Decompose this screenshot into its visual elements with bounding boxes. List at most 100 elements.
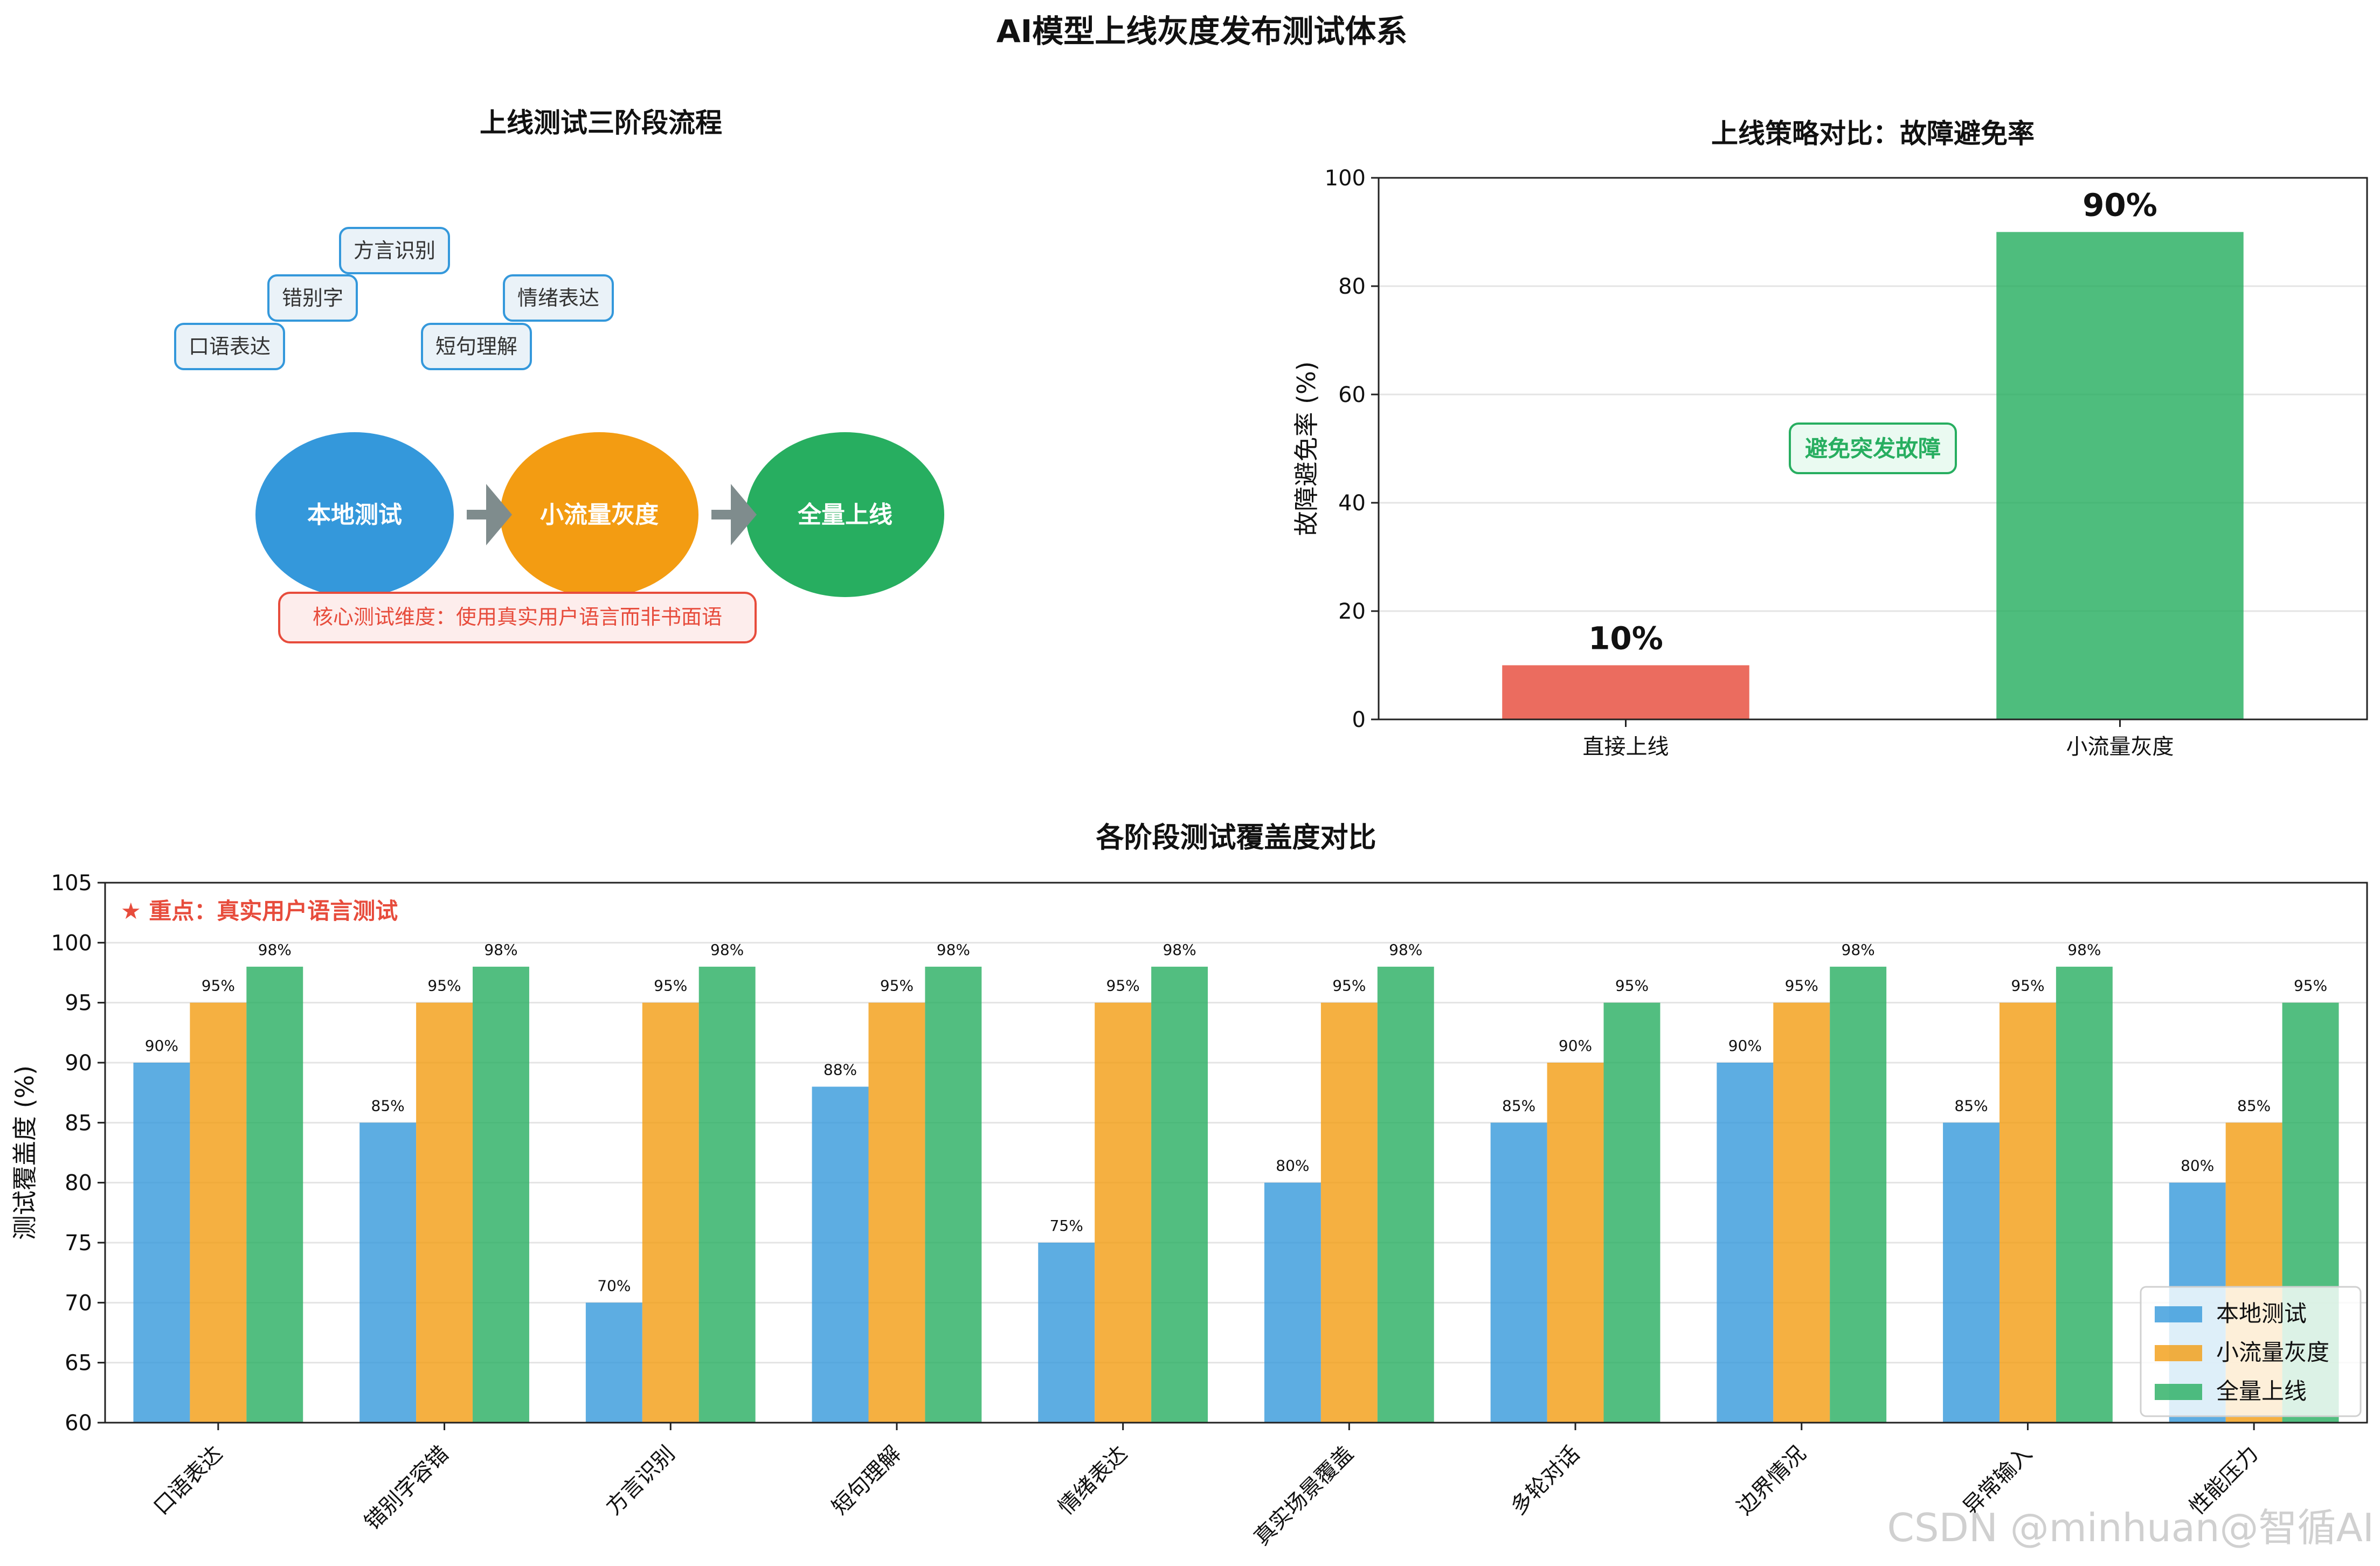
bar-value-label: 85% (1954, 1097, 1988, 1114)
bar (642, 1002, 699, 1423)
y-tick-label: 40 (1338, 491, 1366, 516)
language-tag-box (267, 274, 358, 322)
language-tag-box (421, 323, 532, 370)
bar (473, 966, 529, 1423)
bar-value-label: 95% (202, 977, 235, 995)
language-tag-label: 口语表达 (189, 335, 271, 358)
bar-value-label: 85% (1502, 1097, 1535, 1114)
legend-item: 本地测试 (2155, 1300, 2307, 1327)
x-tick-label: 多轮对话 (1506, 1442, 1585, 1520)
bar-value-label: 95% (1615, 977, 1649, 995)
highlight-annotation: ★ 重点：真实用户语言测试 (121, 898, 398, 924)
legend-swatch (2155, 1306, 2202, 1322)
stage-label: 小流量灰度 (540, 501, 659, 529)
bar (585, 1302, 642, 1423)
y-axis-label: 故障避免率 (%) (1292, 361, 1321, 536)
watermark: CSDN @minhuan@智循AI (1887, 1505, 2374, 1550)
annotation-box (1789, 422, 1957, 474)
bar (1151, 966, 1208, 1423)
flow-arrow-icon (711, 484, 757, 545)
flow-arrow-head (731, 484, 757, 545)
y-tick-label: 100 (1325, 166, 1366, 191)
flow-arrow-icon (467, 484, 512, 545)
x-tick-label: 真实场景覆盖 (1249, 1442, 1358, 1550)
bar-value-label: 95% (654, 977, 687, 995)
bar-value-label: 90% (145, 1037, 178, 1055)
y-tick-label: 100 (51, 931, 92, 955)
x-tick-label: 短句理解 (827, 1442, 906, 1520)
bar (925, 966, 982, 1423)
bar (246, 966, 303, 1423)
bar-value-label: 80% (2181, 1157, 2214, 1175)
stage-node: 全量上线 (746, 432, 944, 597)
plot-frame (104, 882, 2368, 1424)
bar (1547, 1063, 1604, 1423)
chart-title: 上线策略对比：故障避免率 (1711, 118, 2035, 149)
x-tick-label: 情绪表达 (1054, 1442, 1132, 1520)
bar-value-label: 75% (1050, 1217, 1083, 1235)
bar-value-label: 90% (2082, 187, 2157, 224)
language-tag-label: 方言识别 (354, 239, 435, 262)
legend-label: 全量上线 (2216, 1378, 2307, 1404)
legend-label: 小流量灰度 (2216, 1339, 2329, 1366)
language-tag-box (174, 323, 285, 370)
bar (1320, 1002, 1378, 1423)
bar-value-label: 88% (824, 1061, 857, 1079)
language-tag: 错别字 (267, 274, 358, 322)
bar (1603, 1002, 1661, 1423)
bar (1264, 1182, 1321, 1423)
bar-value-label: 95% (427, 977, 461, 995)
bar (1377, 966, 1434, 1423)
bar-value-label: 98% (1389, 941, 1422, 959)
y-tick-label: 60 (1338, 383, 1366, 407)
legend-swatch (2155, 1345, 2202, 1361)
legend-item: 全量上线 (2155, 1378, 2307, 1404)
bar (1038, 1243, 1095, 1423)
bar (190, 1002, 247, 1423)
bar (416, 1002, 473, 1423)
bar-value-label: 98% (484, 941, 517, 959)
bar (812, 1086, 869, 1423)
bar-value-label: 98% (710, 941, 744, 959)
bar-value-label: 95% (2294, 977, 2327, 995)
x-tick-label: 错别字容错 (360, 1442, 454, 1535)
x-tick-label: 小流量灰度 (2066, 735, 2174, 759)
language-tag-box (339, 227, 450, 274)
figure-title: AI模型上线灰度发布测试体系 (997, 13, 1407, 50)
bar-value-label: 80% (1276, 1157, 1309, 1175)
bar-value-label: 90% (1728, 1037, 1762, 1055)
language-tag-label: 短句理解 (435, 335, 517, 358)
bar-value-label: 90% (1559, 1037, 1592, 1055)
legend-item: 小流量灰度 (2155, 1339, 2329, 1366)
bar-value-label: 95% (1785, 977, 1818, 995)
flow-arrow-head (486, 484, 512, 545)
bar-value-label: 10% (1588, 620, 1663, 657)
bar-value-label: 98% (258, 941, 292, 959)
bar-value-label: 95% (2011, 977, 2044, 995)
bar-value-label: 95% (880, 977, 914, 995)
y-tick-label: 20 (1338, 599, 1366, 624)
stage-node: 本地测试 (255, 432, 454, 597)
language-tag: 口语表达 (174, 323, 285, 370)
bar-value-label: 98% (1163, 941, 1196, 959)
y-tick-label: 95 (65, 991, 92, 1016)
bar-value-label: 98% (937, 941, 970, 959)
y-tick-label: 0 (1352, 708, 1366, 732)
core-note-box (278, 592, 757, 643)
legend-label: 本地测试 (2216, 1300, 2307, 1327)
legend-swatch (2155, 1384, 2202, 1400)
bar (133, 1063, 190, 1423)
y-tick-label: 80 (65, 1171, 92, 1196)
strategy-chart: 上线策略对比：故障避免率 0 20 40 60 80 100 10% 直接上线 90% 小流量灰度 故… (1292, 118, 2368, 759)
bar (1717, 1063, 1774, 1423)
bar-value-label: 98% (1842, 941, 1875, 959)
coverage-chart: 各阶段测试覆盖度对比 60 65 70 75 80 85 90 95 100 105 90% 95% 98… (10, 822, 2368, 1550)
bar (698, 966, 756, 1423)
stage-ellipse (255, 432, 454, 597)
bar (1830, 966, 1887, 1423)
plot-frame (1378, 177, 2368, 720)
x-tick-label: 边界情况 (1732, 1442, 1811, 1520)
